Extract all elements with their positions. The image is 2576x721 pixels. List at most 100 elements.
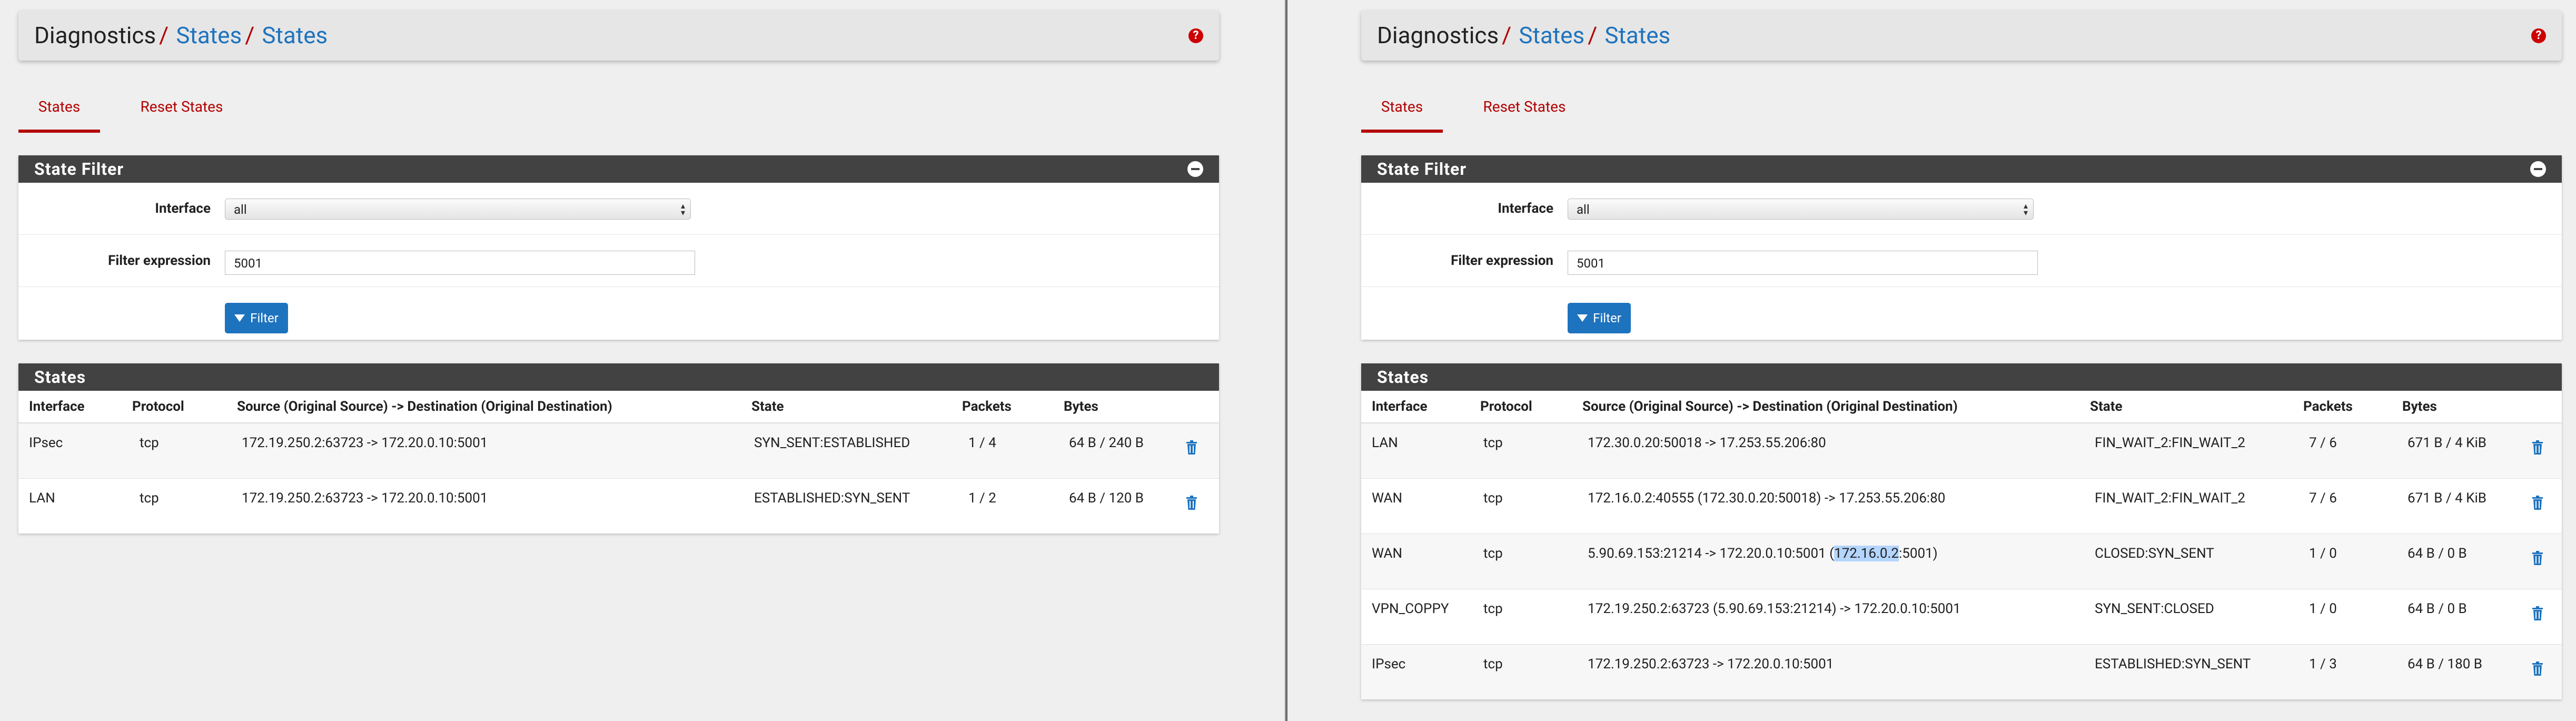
select-arrows-icon: ▴ ▾: [2023, 201, 2028, 218]
filter-expression-input[interactable]: 5001: [1568, 251, 2038, 275]
trash-icon[interactable]: [2532, 496, 2543, 510]
tab-reset-states[interactable]: Reset States: [140, 98, 223, 115]
cell-interface: IPsec: [29, 435, 63, 451]
selected-text: 172.16.0.2: [1834, 546, 1899, 561]
column-state[interactable]: State: [2090, 399, 2123, 414]
table-header: Interface Protocol Source (Original Sour…: [1361, 391, 2562, 423]
cell-bytes: 64 B / 0 B: [2407, 601, 2467, 617]
filter-button-label: Filter: [250, 311, 279, 325]
column-packets[interactable]: Packets: [962, 399, 1012, 414]
breadcrumb-link-states-current[interactable]: States: [262, 22, 328, 49]
breadcrumb-separator: /: [245, 22, 255, 49]
tab-bar: States Reset States: [1361, 90, 2562, 133]
cell-packets: 1 / 2: [968, 490, 996, 506]
filter-button-row: Filter: [18, 287, 1219, 340]
breadcrumb-root: Diagnostics: [1377, 22, 1499, 49]
trash-icon[interactable]: [1186, 440, 1197, 455]
column-state[interactable]: State: [751, 399, 784, 414]
states-panel: States Interface Protocol Source (Origin…: [18, 363, 1219, 534]
filter-button[interactable]: Filter: [225, 303, 288, 333]
trash-icon[interactable]: [2532, 551, 2543, 566]
states-heading: States: [18, 363, 1219, 391]
interface-label: Interface: [1498, 201, 1553, 216]
cell-packets: 1 / 0: [2309, 601, 2337, 617]
states-panel: States Interface Protocol Source (Origin…: [1361, 363, 2562, 699]
cell-packets: 1 / 0: [2309, 546, 2337, 561]
trash-icon[interactable]: [2532, 440, 2543, 455]
column-bytes[interactable]: Bytes: [1064, 399, 1098, 414]
cell-flow: 172.30.0.20:50018 -> 17.253.55.206:80: [1588, 435, 1826, 451]
tab-states[interactable]: States: [1361, 90, 1443, 133]
interface-select[interactable]: all ▴ ▾: [1568, 199, 2034, 220]
breadcrumb-root: Diagnostics: [34, 22, 156, 49]
cell-state: SYN_SENT:ESTABLISHED: [754, 435, 910, 451]
state-filter-heading: State Filter: [18, 155, 1219, 183]
cell-bytes: 64 B / 180 B: [2407, 656, 2482, 672]
breadcrumb-separator: /: [159, 22, 169, 49]
cell-packets: 7 / 6: [2309, 435, 2337, 451]
panel-title: State Filter: [34, 159, 124, 179]
filter-expression-row: Filter expression 5001: [1361, 235, 2562, 287]
cell-state: CLOSED:SYN_SENT: [2095, 546, 2214, 561]
cell-state: FIN_WAIT_2:FIN_WAIT_2: [2095, 490, 2245, 506]
breadcrumb: Diagnostics / States / States: [34, 11, 328, 61]
column-protocol[interactable]: Protocol: [132, 399, 184, 414]
cell-flow: 172.19.250.2:63723 -> 172.20.0.10:5001: [1588, 656, 1834, 672]
filter-button-row: Filter: [1361, 287, 2562, 340]
breadcrumb: Diagnostics / States / States: [1377, 11, 1670, 61]
tab-states[interactable]: States: [18, 90, 100, 133]
cell-protocol: tcp: [1483, 490, 1503, 506]
cell-interface: WAN: [1372, 490, 1403, 506]
cell-protocol: tcp: [1483, 546, 1503, 561]
column-packets[interactable]: Packets: [2303, 399, 2353, 414]
column-source-destination[interactable]: Source (Original Source) -> Destination …: [1582, 399, 1958, 414]
cell-state: SYN_SENT:CLOSED: [2095, 601, 2214, 617]
cell-packets: 1 / 4: [968, 435, 996, 451]
breadcrumb-separator: /: [1588, 22, 1598, 49]
filter-expression-label: Filter expression: [108, 253, 211, 269]
right-window: Diagnostics / States / States ? States Reset…: [1287, 0, 2576, 721]
cell-interface: LAN: [29, 490, 55, 506]
breadcrumb-link-states-current[interactable]: States: [1604, 22, 1671, 49]
cell-state: FIN_WAIT_2:FIN_WAIT_2: [2095, 435, 2245, 451]
cell-flow: 5.90.69.153:21214 -> 172.20.0.10:5001 (1…: [1588, 534, 1938, 573]
cell-bytes: 64 B / 120 B: [1069, 490, 1144, 506]
interface-selected-value: all: [1577, 202, 1590, 217]
column-interface[interactable]: Interface: [29, 399, 85, 414]
column-source-destination[interactable]: Source (Original Source) -> Destination …: [237, 399, 612, 414]
trash-icon[interactable]: [1186, 496, 1197, 510]
filter-expression-label: Filter expression: [1451, 253, 1553, 269]
cell-flow: 172.16.0.2:40555 (172.30.0.20:50018) -> …: [1588, 490, 1946, 506]
cell-state: ESTABLISHED:SYN_SENT: [754, 490, 910, 506]
column-protocol[interactable]: Protocol: [1480, 399, 1532, 414]
table-row: VPN_COPPY tcp 172.19.250.2:63723 (5.90.6…: [1361, 589, 2562, 645]
breadcrumb-link-states[interactable]: States: [176, 22, 242, 49]
column-bytes[interactable]: Bytes: [2402, 399, 2437, 414]
filter-button[interactable]: Filter: [1568, 303, 1631, 333]
cell-interface: WAN: [1372, 546, 1403, 561]
breadcrumb-link-states[interactable]: States: [1519, 22, 1585, 49]
minus-circle-icon[interactable]: [2530, 161, 2546, 177]
cell-interface: IPsec: [1372, 656, 1406, 672]
cell-protocol: tcp: [1483, 601, 1503, 617]
question-circle-icon[interactable]: ?: [1188, 28, 1203, 43]
interface-row: Interface all ▴ ▾: [18, 183, 1219, 235]
table-row: LAN tcp 172.19.250.2:63723 -> 172.20.0.1…: [18, 479, 1219, 534]
trash-icon[interactable]: [2532, 661, 2543, 676]
question-circle-icon[interactable]: ?: [2531, 28, 2546, 43]
cell-protocol: tcp: [140, 435, 159, 451]
minus-circle-icon[interactable]: [1187, 161, 1203, 177]
interface-select[interactable]: all ▴ ▾: [225, 199, 691, 220]
tab-reset-states[interactable]: Reset States: [1483, 98, 1566, 115]
filter-expression-input[interactable]: 5001: [225, 251, 695, 275]
cell-protocol: tcp: [1483, 656, 1503, 672]
panel-title: State Filter: [1377, 159, 1467, 179]
table-row: IPsec tcp 172.19.250.2:63723 -> 172.20.0…: [1361, 645, 2562, 699]
cell-bytes: 671 B / 4 KiB: [2407, 490, 2487, 506]
trash-icon[interactable]: [2532, 606, 2543, 621]
column-interface[interactable]: Interface: [1372, 399, 1428, 414]
select-arrows-icon: ▴ ▾: [680, 201, 685, 218]
cell-bytes: 671 B / 4 KiB: [2407, 435, 2487, 451]
table-row: LAN tcp 172.30.0.20:50018 -> 17.253.55.2…: [1361, 423, 2562, 479]
cell-protocol: tcp: [140, 490, 159, 506]
